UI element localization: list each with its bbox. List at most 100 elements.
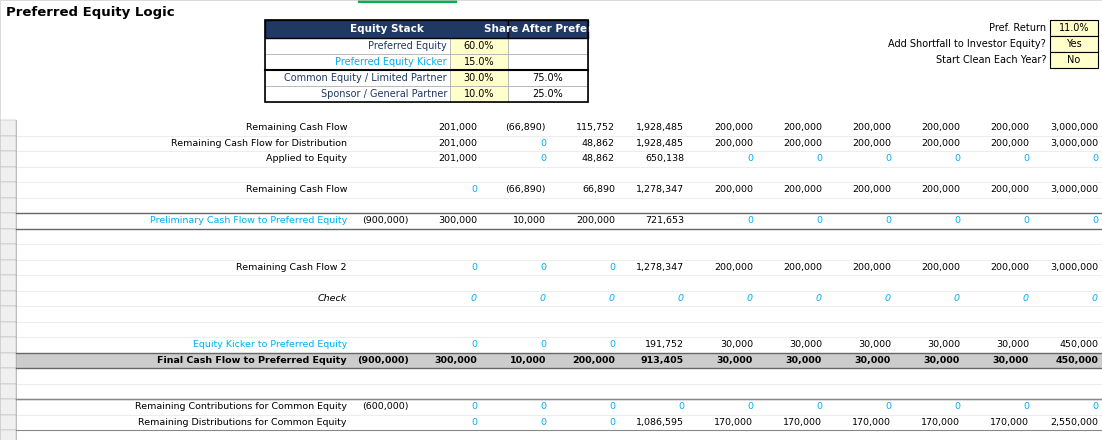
- Bar: [0, 322, 17, 337]
- Text: 0: 0: [885, 402, 892, 411]
- Bar: [0, 275, 17, 290]
- Text: 1,086,595: 1,086,595: [636, 418, 684, 427]
- Text: 30,000: 30,000: [993, 356, 1029, 365]
- Text: 200,000: 200,000: [990, 139, 1029, 148]
- Text: 0: 0: [954, 216, 960, 225]
- Text: 30,000: 30,000: [996, 340, 1029, 349]
- Bar: [0, 166, 17, 182]
- Text: 0: 0: [885, 216, 892, 225]
- Bar: [0, 430, 17, 440]
- Text: Preferred Equity Kicker: Preferred Equity Kicker: [335, 57, 447, 67]
- Text: Remaining Cash Flow: Remaining Cash Flow: [246, 185, 347, 194]
- Text: 170,000: 170,000: [852, 418, 892, 427]
- Text: 300,000: 300,000: [434, 356, 477, 365]
- Text: 200,000: 200,000: [784, 185, 822, 194]
- Text: 200,000: 200,000: [990, 263, 1029, 272]
- Text: Preliminary Cash Flow to Preferred Equity: Preliminary Cash Flow to Preferred Equit…: [150, 216, 347, 225]
- Text: 0: 0: [609, 402, 615, 411]
- Text: 0: 0: [747, 154, 753, 163]
- Text: 200,000: 200,000: [784, 123, 822, 132]
- Text: 0: 0: [815, 294, 822, 303]
- Text: 0: 0: [885, 294, 892, 303]
- Text: 3,000,000: 3,000,000: [1050, 185, 1098, 194]
- Bar: [0, 290, 17, 306]
- Text: 48,862: 48,862: [582, 139, 615, 148]
- Text: 0: 0: [471, 185, 477, 194]
- Text: 0: 0: [609, 340, 615, 349]
- Text: 0: 0: [1092, 154, 1098, 163]
- Text: 0: 0: [747, 216, 753, 225]
- Bar: [264, 70, 450, 86]
- Bar: [1050, 20, 1098, 36]
- Text: 30,000: 30,000: [927, 340, 960, 349]
- Bar: [0, 120, 1102, 440]
- Bar: [450, 86, 508, 102]
- Text: 0: 0: [954, 154, 960, 163]
- Text: Add Shortfall to Investor Equity?: Add Shortfall to Investor Equity?: [888, 39, 1046, 49]
- Text: 30,000: 30,000: [857, 340, 892, 349]
- Text: 200,000: 200,000: [852, 185, 892, 194]
- Text: 0: 0: [1092, 216, 1098, 225]
- Text: 200,000: 200,000: [852, 139, 892, 148]
- Text: Check: Check: [317, 294, 347, 303]
- Bar: [508, 54, 588, 70]
- Text: 30,000: 30,000: [786, 356, 822, 365]
- Text: Common Equity / Limited Partner: Common Equity / Limited Partner: [284, 73, 447, 83]
- Text: 200,000: 200,000: [852, 263, 892, 272]
- Bar: [0, 399, 17, 414]
- Text: 200,000: 200,000: [921, 185, 960, 194]
- Text: 1,278,347: 1,278,347: [636, 263, 684, 272]
- Text: 201,000: 201,000: [437, 123, 477, 132]
- Text: 15.0%: 15.0%: [464, 57, 495, 67]
- Text: 200,000: 200,000: [921, 123, 960, 132]
- Text: 450,000: 450,000: [1059, 340, 1098, 349]
- Text: 0: 0: [471, 418, 477, 427]
- Bar: [0, 198, 17, 213]
- Text: Preferred Equity Logic: Preferred Equity Logic: [6, 6, 174, 18]
- Bar: [264, 86, 450, 102]
- Text: 0: 0: [540, 294, 545, 303]
- Text: 75.0%: 75.0%: [532, 73, 563, 83]
- Text: Remaining Contributions for Common Equity: Remaining Contributions for Common Equit…: [136, 402, 347, 411]
- Text: 0: 0: [747, 402, 753, 411]
- Text: 60.0%: 60.0%: [464, 41, 495, 51]
- Text: 11.0%: 11.0%: [1059, 23, 1089, 33]
- Text: 200,000: 200,000: [784, 139, 822, 148]
- Text: 450,000: 450,000: [1055, 356, 1098, 365]
- Text: 721,653: 721,653: [645, 216, 684, 225]
- Text: 0: 0: [1023, 402, 1029, 411]
- Text: Applied to Equity: Applied to Equity: [266, 154, 347, 163]
- Bar: [508, 86, 588, 102]
- Text: 48,862: 48,862: [582, 154, 615, 163]
- Text: 650,138: 650,138: [645, 154, 684, 163]
- Text: 3,000,000: 3,000,000: [1050, 123, 1098, 132]
- Text: 191,752: 191,752: [645, 340, 684, 349]
- Bar: [0, 244, 17, 260]
- Text: 66,890: 66,890: [582, 185, 615, 194]
- Text: 200,000: 200,000: [572, 356, 615, 365]
- Bar: [0, 352, 17, 368]
- Text: 115,752: 115,752: [576, 123, 615, 132]
- Text: 200,000: 200,000: [714, 139, 753, 148]
- Bar: [1050, 52, 1098, 68]
- Bar: [264, 54, 450, 70]
- Bar: [0, 213, 17, 228]
- Text: 0: 0: [1092, 402, 1098, 411]
- Bar: [0, 120, 1102, 440]
- Text: 200,000: 200,000: [714, 185, 753, 194]
- Text: 170,000: 170,000: [990, 418, 1029, 427]
- Text: (66,890): (66,890): [506, 185, 545, 194]
- Text: 0: 0: [609, 263, 615, 272]
- Bar: [0, 368, 17, 384]
- Text: 170,000: 170,000: [921, 418, 960, 427]
- Text: 170,000: 170,000: [784, 418, 822, 427]
- Text: 0: 0: [540, 402, 545, 411]
- Text: 30,000: 30,000: [789, 340, 822, 349]
- Text: 0: 0: [885, 154, 892, 163]
- Text: 0: 0: [471, 402, 477, 411]
- Text: Remaining Cash Flow for Distribution: Remaining Cash Flow for Distribution: [171, 139, 347, 148]
- Text: 30,000: 30,000: [716, 356, 753, 365]
- Text: No: No: [1068, 55, 1081, 65]
- Text: 0: 0: [1023, 216, 1029, 225]
- Text: 300,000: 300,000: [437, 216, 477, 225]
